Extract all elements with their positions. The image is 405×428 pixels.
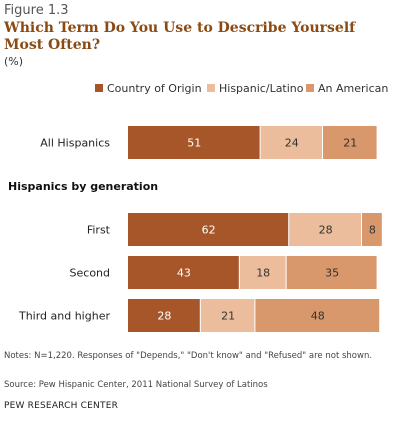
legend-item-an-american: An American	[306, 82, 388, 98]
data-label-first-country-of-origin: 62	[202, 224, 216, 237]
legend-swatch	[95, 84, 103, 92]
bar-second-an-american	[286, 256, 377, 289]
category-label-first: First	[87, 224, 111, 237]
data-label-second-an-american: 35	[325, 267, 339, 280]
figure-label: Figure 1.3	[4, 3, 69, 18]
data-label-all-hispanics-country-of-origin: 51	[187, 137, 201, 150]
bar-second-country-of-origin	[128, 256, 239, 289]
data-label-all-hispanics-an-american: 21	[343, 137, 357, 150]
chart-source: Source: Pew Hispanic Center, 2011 Nation…	[4, 380, 268, 390]
bar-third-and-higher-an-american	[255, 299, 380, 332]
bar-first-an-american	[362, 213, 382, 246]
legend-label: Hispanic/Latino	[219, 82, 304, 95]
chart-notes: Notes: N=1,220. Responses of "Depends," …	[4, 351, 373, 361]
category-label-third-and-higher: Third and higher	[18, 310, 110, 323]
bar-first-country-of-origin	[128, 213, 289, 246]
data-label-first-hispanic-latino: 28	[319, 224, 333, 237]
data-label-third-and-higher-country-of-origin: 28	[157, 310, 171, 323]
bar-all-hispanics-an-american	[323, 126, 377, 159]
data-label-first-an-american: 8	[369, 224, 376, 237]
category-label-second: Second	[70, 267, 110, 280]
group-heading: Hispanics by generation	[8, 180, 159, 193]
chart-legend: Country of Origin Hispanic/Latino An Ame…	[0, 82, 405, 98]
chart-subtitle: (%)	[4, 55, 24, 68]
chart-title: Which Term Do You Use to Describe Yourse…	[4, 20, 356, 53]
bar-third-and-higher-country-of-origin	[128, 299, 200, 332]
legend-label: Country of Origin	[107, 82, 202, 95]
legend-item-hispanic-latino: Hispanic/Latino	[207, 82, 304, 98]
bar-third-and-higher-hispanic-latino	[200, 299, 255, 332]
data-label-all-hispanics-hispanic-latino: 24	[285, 137, 299, 150]
bar-all-hispanics-hispanic-latino	[260, 126, 322, 159]
bar-second-hispanic-latino	[239, 256, 286, 289]
data-label-second-hispanic-latino: 18	[256, 267, 270, 280]
data-label-third-and-higher-hispanic-latino: 21	[221, 310, 235, 323]
legend-label: An American	[318, 82, 389, 95]
data-label-third-and-higher-an-american: 48	[311, 310, 325, 323]
category-label-all-hispanics: All Hispanics	[40, 137, 110, 150]
bar-first-hispanic-latino	[289, 213, 361, 246]
bar-all-hispanics-country-of-origin	[128, 126, 260, 159]
legend-item-country-of-origin: Country of Origin	[95, 82, 202, 98]
organization-credit: PEW RESEARCH CENTER	[4, 401, 119, 411]
legend-swatch	[306, 84, 314, 92]
stacked-bar-chart: All Hispanics 51 24 21 First 62 28 8 Second 43 18 3…	[18, 126, 382, 332]
data-label-second-country-of-origin: 43	[177, 267, 191, 280]
legend-swatch	[207, 84, 215, 92]
